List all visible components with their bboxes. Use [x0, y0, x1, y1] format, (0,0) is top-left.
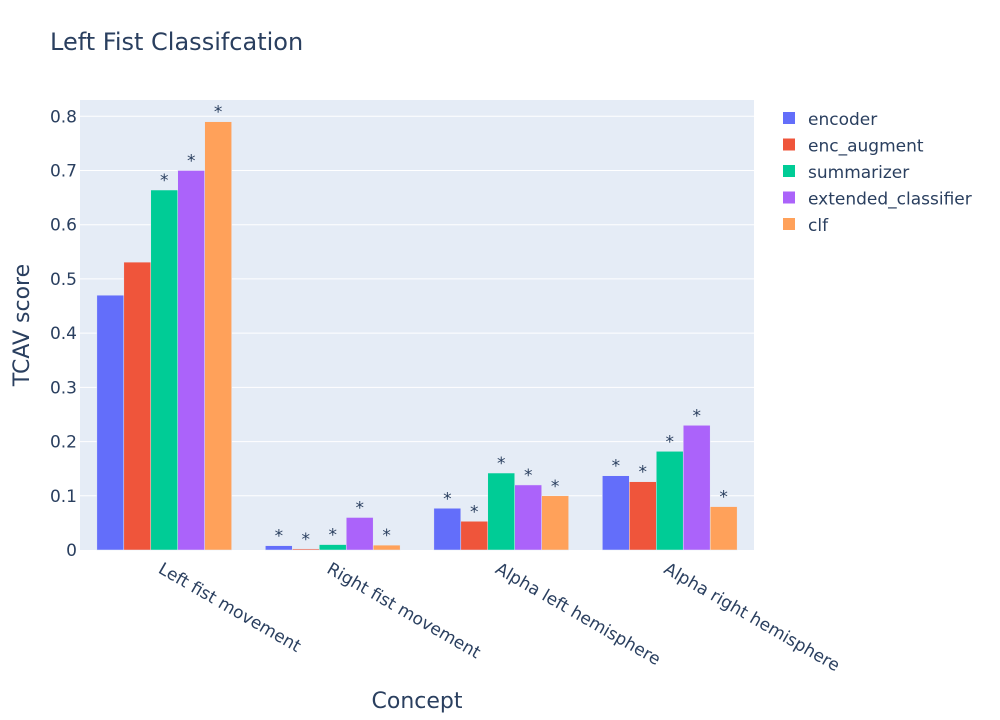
- x-tick-label: Right fist movement: [323, 559, 484, 663]
- significance-star: *: [470, 502, 479, 522]
- chart-title: Left Fist Classifcation: [50, 28, 303, 56]
- y-tick-label: 0.6: [50, 216, 77, 236]
- legend-swatch: [783, 138, 795, 151]
- legend-item-label: summarizer: [808, 163, 909, 183]
- legend-swatch: [783, 112, 795, 124]
- x-axis-title: Concept: [372, 689, 463, 714]
- legend-swatch: [783, 191, 795, 204]
- y-tick-label: 0: [66, 541, 77, 561]
- x-tick-label: Alpha right hemisphere: [660, 559, 843, 676]
- significance-star: *: [443, 489, 452, 509]
- significance-star: *: [612, 457, 621, 477]
- y-tick-label: 0.3: [50, 378, 77, 398]
- significance-star: *: [692, 406, 701, 426]
- bar-encoder: [433, 508, 462, 551]
- bar-encoder: [96, 294, 125, 551]
- x-tick-label: Left fist movement: [155, 559, 305, 657]
- bar-encoder: [602, 475, 630, 551]
- y-axis-title: TCAV score: [10, 264, 35, 387]
- significance-star: *: [497, 454, 506, 474]
- bar-clf: [204, 121, 232, 551]
- legend-item-label: extended_classifier: [808, 190, 972, 210]
- significance-markers: * * * * * * * * * * * * * * * * * *: [160, 103, 728, 550]
- bar-summarizer: [656, 451, 684, 551]
- y-tick-label: 0.5: [50, 270, 77, 290]
- bar-extended_classifier: [682, 425, 711, 551]
- legend-swatch: [783, 218, 795, 230]
- significance-star: *: [160, 171, 169, 191]
- significance-star: *: [275, 527, 284, 547]
- significance-star: *: [666, 432, 675, 452]
- legend-item-label: clf: [808, 216, 829, 236]
- y-axis-ticks: 0 0.1 0.2 0.3 0.4 0.5 0.6 0.7 0.8: [50, 107, 77, 561]
- significance-star: *: [524, 466, 533, 486]
- bar-enc_augment: [460, 521, 489, 551]
- legend-item-label: enc_augment: [808, 137, 924, 157]
- bar-summarizer: [150, 189, 178, 551]
- bar-encoder: [265, 545, 293, 551]
- y-tick-label: 0.4: [50, 324, 77, 344]
- significance-star: *: [187, 151, 196, 171]
- bar-summarizer: [487, 472, 515, 551]
- bar-enc_augment: [123, 261, 152, 551]
- significance-star: *: [214, 103, 223, 123]
- x-axis-ticks: Left fist movement Right fist movement Alp…: [155, 559, 843, 676]
- significance-star: *: [382, 526, 391, 546]
- significance-star: *: [719, 488, 728, 508]
- legend: encoder enc_augment summarizer extended_cla…: [783, 110, 972, 236]
- y-tick-label: 0.8: [50, 107, 77, 127]
- significance-star: *: [302, 530, 311, 550]
- bar-extended_classifier: [514, 484, 542, 551]
- bar-clf: [709, 506, 738, 551]
- legend-item-label: encoder: [808, 110, 877, 130]
- significance-star: *: [355, 498, 364, 518]
- significance-star: *: [329, 526, 338, 546]
- y-tick-label: 0.2: [50, 433, 77, 453]
- y-tick-label: 0.7: [50, 161, 77, 181]
- bar-clf: [372, 544, 401, 551]
- x-tick-label: Alpha left hemisphere: [492, 559, 664, 670]
- significance-star: *: [551, 477, 560, 497]
- bar-clf: [541, 495, 569, 551]
- significance-star: *: [639, 463, 648, 483]
- legend-swatch: [783, 165, 795, 177]
- bars-group: [96, 121, 738, 551]
- bar-extended_classifier: [345, 517, 374, 551]
- bar-enc_augment: [629, 481, 657, 551]
- bar-extended_classifier: [177, 170, 205, 551]
- y-tick-label: 0.1: [50, 487, 77, 507]
